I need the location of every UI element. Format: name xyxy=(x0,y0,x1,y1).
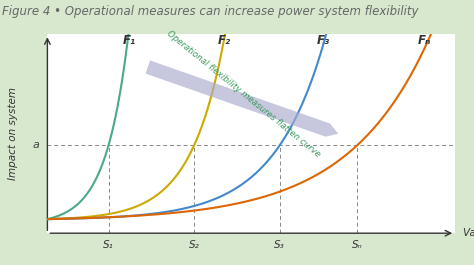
Text: S₃: S₃ xyxy=(274,240,285,250)
Text: Fₙ: Fₙ xyxy=(418,34,431,47)
Text: F₃: F₃ xyxy=(317,34,330,47)
Text: F₂: F₂ xyxy=(218,34,231,47)
Text: Operational flexibility measures flatten curve: Operational flexibility measures flatten… xyxy=(164,29,321,159)
Text: Var-RE share: Var-RE share xyxy=(463,228,474,238)
Text: a: a xyxy=(32,140,39,150)
Text: Sₙ: Sₙ xyxy=(352,240,363,250)
Text: F₁: F₁ xyxy=(123,34,136,47)
Text: Figure 4 • Operational measures can increase power system flexibility: Figure 4 • Operational measures can incr… xyxy=(2,5,419,18)
Text: S₂: S₂ xyxy=(189,240,200,250)
Text: S₁: S₁ xyxy=(103,240,114,250)
FancyArrowPatch shape xyxy=(146,60,338,137)
Text: Impact on system: Impact on system xyxy=(8,87,18,180)
